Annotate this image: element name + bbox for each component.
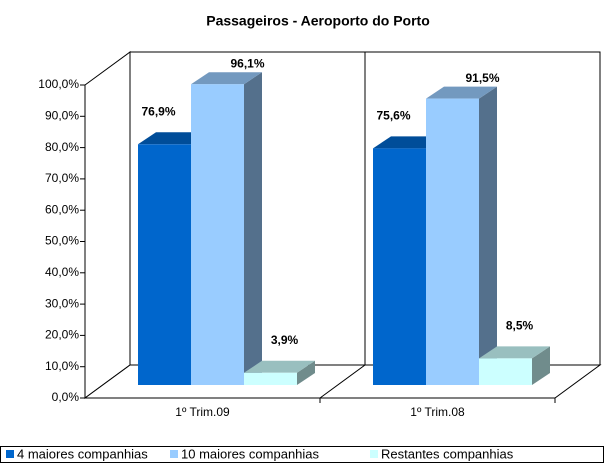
- bar: [373, 148, 426, 385]
- y-tick-label: 10,0%: [45, 359, 79, 373]
- bar-side: [297, 360, 315, 385]
- legend-label: 10 maiores companhias: [181, 446, 320, 461]
- bar-top: [191, 72, 262, 85]
- y-tick-label: 50,0%: [45, 234, 79, 248]
- value-label: 96,1%: [230, 56, 264, 70]
- y-tick-label: 70,0%: [45, 171, 79, 185]
- bar: [138, 144, 191, 385]
- legend-label: 4 maiores companhias: [17, 446, 148, 461]
- legend-swatch: [170, 450, 178, 458]
- category-divider: [319, 52, 366, 399]
- value-label: 8,5%: [506, 319, 534, 333]
- bar: [426, 98, 479, 385]
- y-tick-label: 30,0%: [45, 296, 79, 310]
- bar-top: [244, 360, 315, 373]
- bar-side: [244, 72, 262, 385]
- bar-top: [426, 86, 497, 99]
- y-tick-label: 80,0%: [45, 140, 79, 154]
- value-label: 91,5%: [465, 71, 499, 85]
- bar-side: [479, 86, 497, 385]
- value-label: 75,6%: [376, 109, 410, 123]
- y-tick-label: 90,0%: [45, 108, 79, 122]
- x-tick-label: 1º Trim.09: [175, 405, 230, 419]
- chart-title: Passageiros - Aeroporto do Porto: [206, 13, 430, 29]
- bar-side: [532, 346, 550, 385]
- legend-swatch: [370, 450, 378, 458]
- y-tick-label: 60,0%: [45, 202, 79, 216]
- y-tick-label: 20,0%: [45, 328, 79, 342]
- legend-swatch: [6, 450, 14, 458]
- x-tick-label: 1º Trim.08: [410, 405, 465, 419]
- y-tick-label: 100,0%: [38, 77, 79, 91]
- y-tick-label: 0,0%: [52, 390, 80, 404]
- bar: [191, 84, 244, 385]
- legend-label: Restantes companhias: [381, 446, 514, 461]
- bar: [479, 358, 532, 385]
- y-tick-label: 40,0%: [45, 265, 79, 279]
- side-wall: [84, 51, 131, 399]
- value-label: 3,9%: [271, 333, 299, 347]
- value-label: 76,9%: [141, 104, 175, 118]
- bar-top: [479, 346, 550, 359]
- bar: [244, 372, 297, 385]
